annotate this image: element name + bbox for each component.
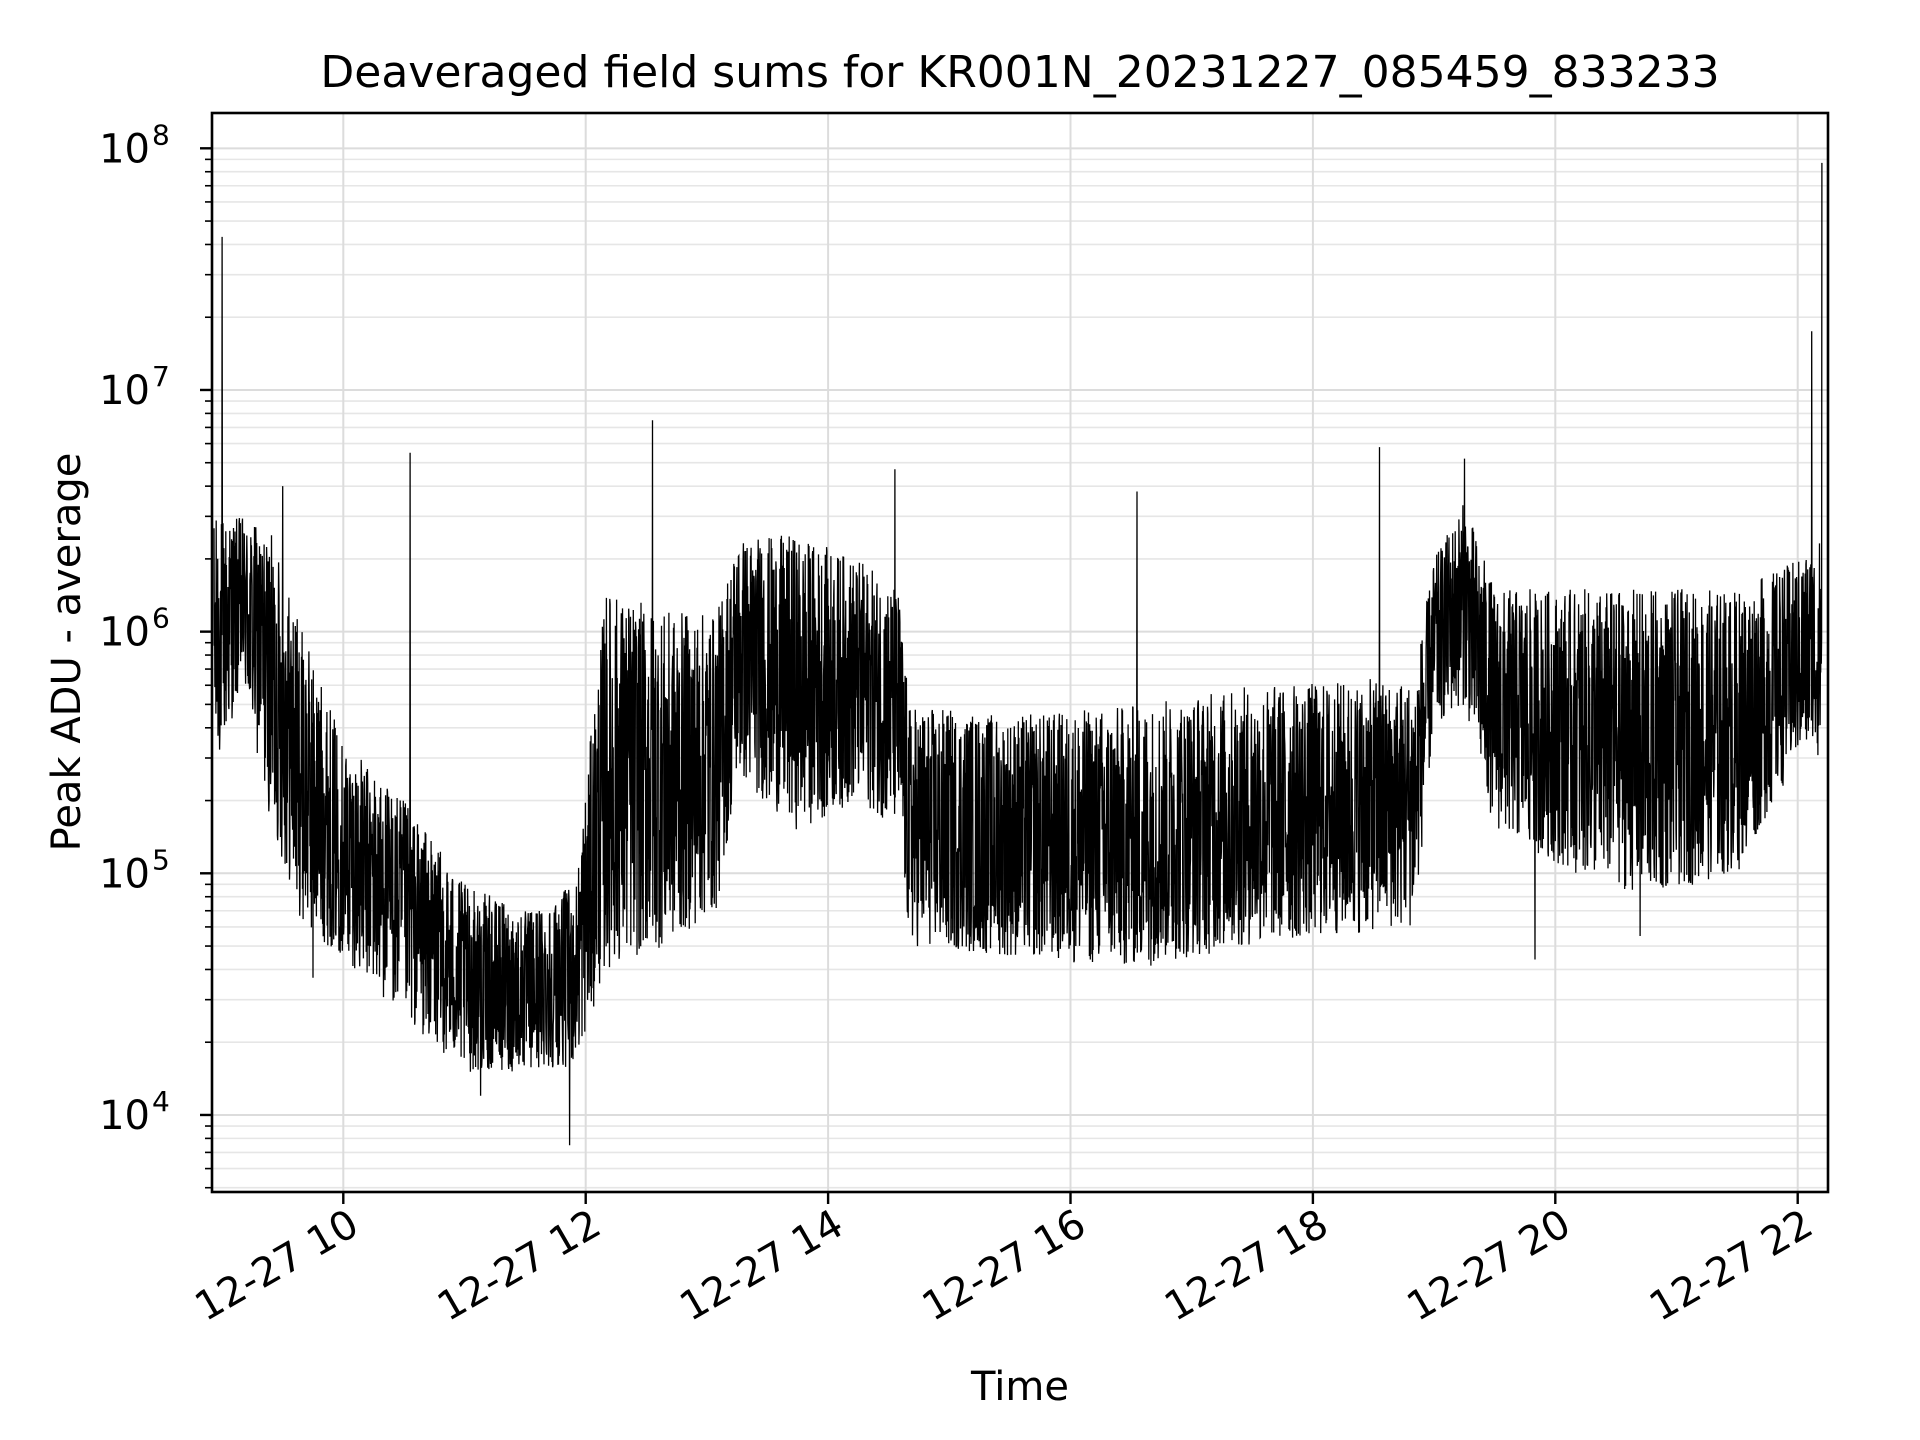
x-tick-label: 12-27 20 xyxy=(1400,1201,1579,1331)
x-tick-label: 12-27 22 xyxy=(1642,1201,1821,1331)
x-tick-label: 12-27 18 xyxy=(1157,1201,1336,1331)
x-axis-label: Time xyxy=(970,1364,1069,1410)
x-tick-label: 12-27 16 xyxy=(915,1201,1094,1331)
y-tick-label: 10 xyxy=(99,851,150,897)
y-tick-label: 10 xyxy=(99,126,150,172)
series-line xyxy=(213,162,1823,1146)
x-tick-label: 12-27 14 xyxy=(672,1201,851,1331)
y-tick-label: 10 xyxy=(99,368,150,414)
x-tick-label: 12-27 12 xyxy=(430,1201,609,1331)
y-tick-label-exponent: 8 xyxy=(152,118,170,151)
chart-title: Deaveraged field sums for KR001N_2023122… xyxy=(320,47,1719,98)
y-tick-label: 10 xyxy=(99,610,150,656)
y-tick-label-exponent: 4 xyxy=(152,1085,170,1118)
y-axis-label: Peak ADU - average xyxy=(44,453,90,852)
x-tick-label: 12-27 10 xyxy=(188,1201,367,1331)
y-tick-label-exponent: 7 xyxy=(152,360,170,393)
y-tick-label-exponent: 5 xyxy=(152,843,170,876)
y-tick-label-exponent: 6 xyxy=(152,602,170,635)
plot-frame xyxy=(210,111,1830,1194)
series-line-group xyxy=(213,162,1823,1146)
y-tick-label: 10 xyxy=(99,1093,150,1139)
